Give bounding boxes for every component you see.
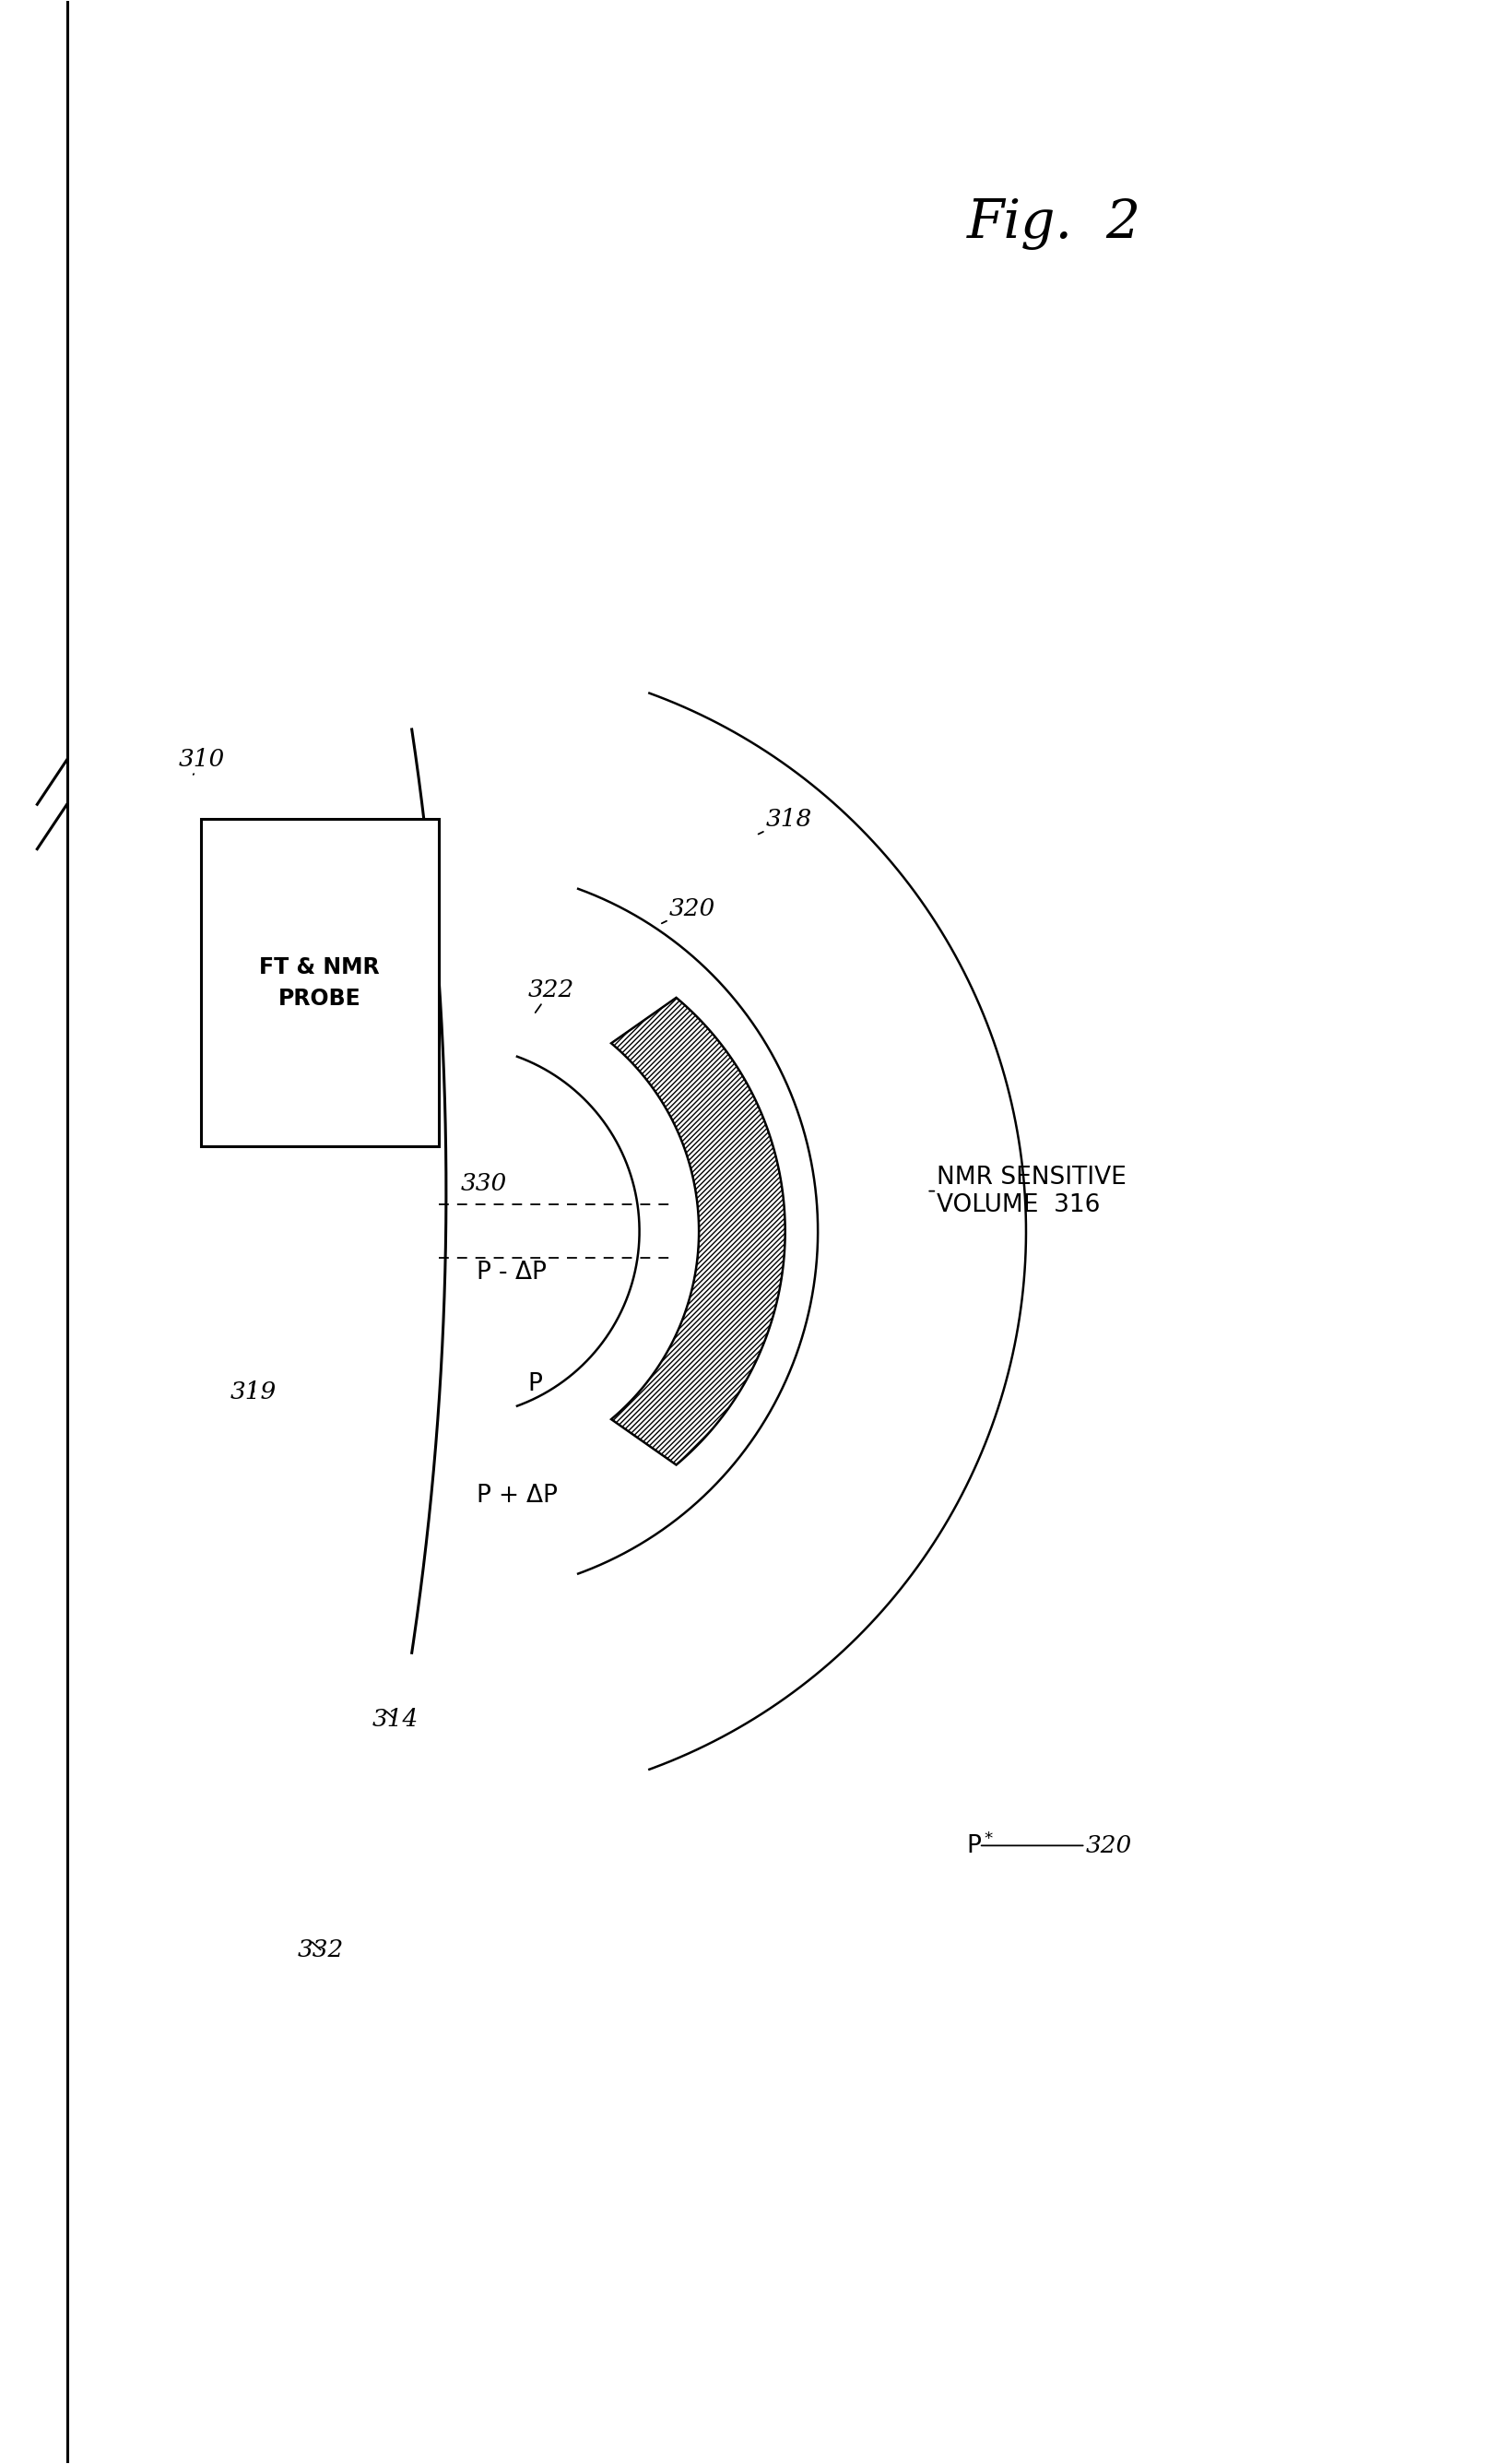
- Text: 310: 310: [178, 749, 225, 774]
- Text: 330: 330: [461, 1173, 507, 1195]
- Text: 320: 320: [981, 1833, 1132, 1858]
- Polygon shape: [611, 998, 785, 1464]
- Text: 322: 322: [528, 978, 574, 1013]
- Text: 319: 319: [230, 1380, 277, 1404]
- Text: P: P: [528, 1372, 543, 1397]
- Text: 320: 320: [662, 897, 715, 924]
- Text: 318: 318: [758, 808, 812, 835]
- Text: P - $\Delta$P: P - $\Delta$P: [476, 1262, 547, 1284]
- Text: P$^*$: P$^*$: [967, 1833, 995, 1858]
- Text: 314: 314: [372, 1708, 418, 1730]
- Text: P + $\Delta$P: P + $\Delta$P: [476, 1483, 559, 1508]
- Text: FT & NMR
PROBE: FT & NMR PROBE: [260, 956, 379, 1010]
- Text: Fig.  2: Fig. 2: [967, 197, 1141, 251]
- Text: 332: 332: [297, 1939, 343, 1961]
- Bar: [201, 818, 439, 1146]
- Text: NMR SENSITIVE
VOLUME  316: NMR SENSITIVE VOLUME 316: [929, 1165, 1127, 1217]
